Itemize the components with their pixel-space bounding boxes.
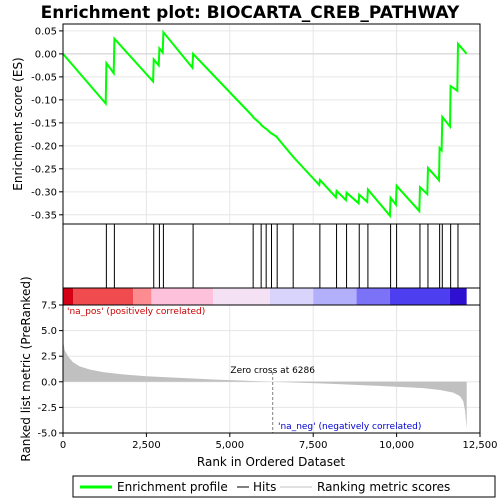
metric-panel: Zero cross at 6286 'na_pos' (positively … [19,276,481,462]
metric-y-tick-label: 2.5 [41,352,57,363]
es-y-axis: 0.05 0.00 -0.05 -0.10 -0.15 -0.20 -0.25 -0.30 -0… [31,26,63,221]
metric-y-tick-label: 0.0 [41,377,57,388]
x-tick-label: 7,500 [299,440,328,451]
enrichment-profile-line [62,29,468,219]
metric-y-tick-label: 7.5 [41,301,57,312]
heatmap-panel [62,287,481,306]
es-panel: 0.05 0.00 -0.05 -0.10 -0.15 -0.20 -0.25 -0.30 -0… [11,23,481,225]
es-y-tick-label: -0.10 [31,95,57,106]
es-y-axis-label: Enrichment score (ES) [11,57,25,190]
heatmap-segment [269,288,314,305]
x-tick-label: 0 [60,440,66,451]
heatmap-segment [389,288,450,305]
hit-markers [105,224,459,288]
es-y-tick-label: -0.15 [31,118,57,129]
heatmap-segment [449,288,467,305]
neg-correlated-label: 'na_neg' (negatively correlated) [278,422,421,432]
metric-y-tick-label: 5.0 [41,326,57,337]
heatmap-segment [313,288,357,305]
x-axis: 0 2,500 5,000 7,500 10,000 12,500 [60,433,498,451]
legend: Enrichment profile Hits Ranking metric s… [72,475,496,498]
es-y-tick-label: -0.30 [31,187,57,198]
es-y-tick-label: 0.00 [35,49,57,60]
x-tick-label: 5,000 [215,440,244,451]
heatmap-segment [63,288,74,305]
metric-panel-background [63,305,480,433]
zero-cross-label: Zero cross at 6286 [230,366,315,376]
hits-panel [62,223,481,289]
heatmap-segment [133,288,152,305]
pos-correlated-label: 'na_pos' (positively correlated) [67,307,205,317]
legend-label-profile: Enrichment profile [117,480,228,494]
es-y-tick-label: -0.35 [31,210,57,221]
heatmap-segment [151,288,214,305]
heatmap-segment [73,288,134,305]
x-axis-label: Rank in Ordered Dataset [197,455,345,469]
x-tick-label: 12,500 [463,440,498,451]
metric-panel-frame [62,304,481,434]
rank-heatmap-bar [63,288,467,305]
heatmap-segment [356,288,390,305]
legend-label-hits: Hits [253,480,276,494]
es-y-tick-label: -0.25 [31,164,57,175]
metric-y-axis-label: Ranked list metric (PreRanked) [19,276,33,461]
metric-y-tick-label: -5.0 [37,429,57,440]
es-y-tick-label: -0.05 [31,72,57,83]
x-tick-label: 10,000 [379,440,414,451]
metric-y-axis: 7.5 5.0 2.5 0.0 -2.5 -5.0 [37,301,63,440]
es-y-tick-label: -0.20 [31,141,57,152]
es-y-tick-label: 0.05 [35,26,57,37]
heatmap-segment [213,288,270,305]
ranking-metric-area [63,340,467,429]
x-tick-label: 2,500 [132,440,161,451]
metric-y-tick-label: -2.5 [37,403,57,414]
chart-title: Enrichment plot: BIOCARTA_CREB_PATHWAY [41,3,460,23]
legend-label-metric: Ranking metric scores [317,480,450,494]
